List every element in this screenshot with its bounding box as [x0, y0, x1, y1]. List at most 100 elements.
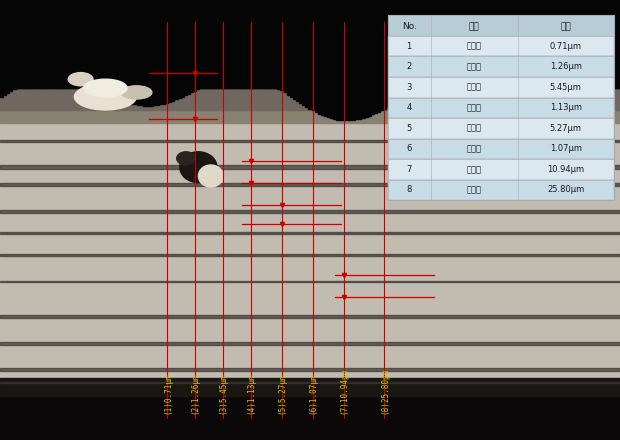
Bar [255, 78, 259, 88]
Bar [492, 88, 495, 106]
Bar [577, 88, 580, 99]
Bar [343, 88, 346, 120]
Bar [611, 78, 614, 88]
Bar [221, 78, 224, 88]
Bar [392, 88, 396, 103]
Bar [63, 75, 66, 88]
Text: 平行線: 平行線 [467, 103, 482, 112]
Bar [539, 88, 542, 116]
Bar [365, 88, 368, 117]
Bar [308, 88, 312, 109]
Bar [517, 88, 520, 115]
Bar [153, 88, 156, 105]
Bar [0, 183, 620, 186]
Bar [0, 382, 620, 384]
Text: 平行線: 平行線 [467, 124, 482, 133]
Bar [280, 88, 283, 91]
Bar [180, 88, 184, 97]
Bar [514, 88, 517, 114]
Bar [523, 88, 526, 116]
Bar [246, 76, 249, 88]
Bar [162, 88, 165, 104]
Bar [237, 76, 240, 88]
Bar [0, 88, 3, 97]
Bar [383, 88, 386, 109]
Bar [9, 88, 12, 91]
Bar [520, 88, 523, 116]
Bar [548, 88, 551, 114]
Bar [271, 85, 274, 88]
Bar [604, 82, 608, 88]
Bar [218, 79, 221, 88]
Ellipse shape [74, 84, 136, 110]
Text: 4: 4 [407, 103, 412, 112]
Bar [299, 88, 302, 103]
Bar [31, 79, 34, 88]
Text: 計測: 計測 [469, 22, 480, 31]
Bar [100, 88, 103, 90]
Bar [427, 88, 430, 89]
Bar [318, 88, 321, 114]
Text: No.: No. [402, 22, 417, 31]
Text: 平行線: 平行線 [467, 165, 482, 174]
Bar [371, 88, 374, 114]
Bar [165, 88, 168, 103]
Bar [402, 88, 405, 99]
Bar [0, 315, 620, 319]
Bar [458, 88, 461, 91]
Bar [511, 88, 514, 114]
Bar [0, 254, 620, 256]
Bar [243, 76, 246, 88]
Text: (7)10.94μm: (7)10.94μm [340, 367, 348, 414]
Ellipse shape [177, 152, 195, 165]
Bar [228, 77, 231, 88]
Bar [452, 88, 455, 89]
Bar [125, 88, 128, 102]
Bar [146, 88, 149, 106]
Text: 0.71μm: 0.71μm [550, 42, 582, 51]
Bar [389, 88, 392, 105]
Bar [533, 88, 536, 117]
Bar [417, 88, 420, 92]
Bar [0, 378, 620, 396]
Bar [156, 88, 159, 105]
Bar [529, 88, 533, 117]
Text: 6: 6 [407, 144, 412, 154]
Bar [0, 342, 620, 345]
Bar [405, 88, 408, 97]
Bar [3, 88, 6, 95]
Bar [28, 80, 31, 88]
Ellipse shape [121, 86, 152, 99]
Bar [50, 74, 53, 88]
Bar [388, 159, 614, 180]
Bar [174, 88, 177, 99]
Bar [486, 88, 489, 103]
Bar [414, 88, 417, 93]
Bar [34, 78, 37, 88]
Ellipse shape [68, 73, 93, 86]
Bar [203, 86, 206, 88]
Bar [40, 76, 43, 88]
Bar [177, 88, 180, 98]
Bar [103, 88, 106, 92]
Bar [396, 88, 399, 102]
Text: 3: 3 [407, 83, 412, 92]
Bar [580, 88, 583, 97]
Bar [187, 88, 190, 94]
Bar [190, 88, 193, 92]
Bar [589, 88, 592, 91]
Bar [19, 85, 22, 88]
Text: 5.27μm: 5.27μm [550, 124, 582, 133]
Bar [206, 84, 209, 88]
Bar [321, 88, 324, 115]
Bar [305, 88, 308, 106]
Bar [315, 88, 318, 112]
Bar [561, 88, 564, 109]
Bar [0, 88, 620, 110]
Text: (4)1.13μm: (4)1.13μm [247, 372, 255, 414]
Bar [283, 88, 286, 92]
Bar [137, 88, 140, 105]
Bar [197, 88, 200, 89]
Bar [118, 88, 122, 99]
Bar [43, 75, 46, 88]
